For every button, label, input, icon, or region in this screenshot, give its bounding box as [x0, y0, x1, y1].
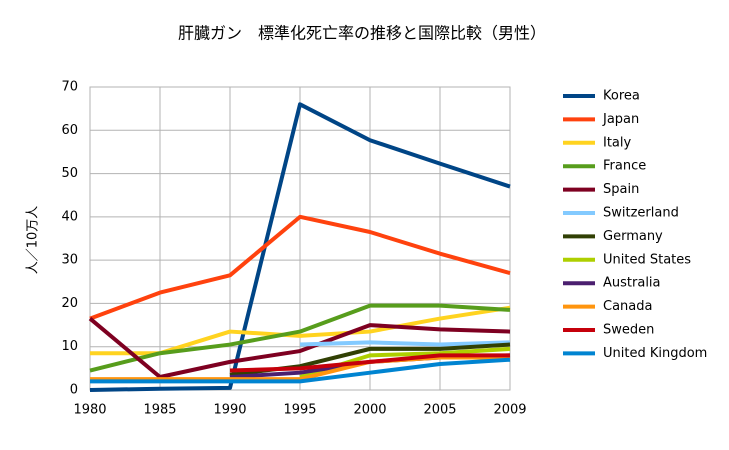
y-tick-label: 0 — [70, 383, 78, 398]
y-axis-label: 人／10万人 — [26, 206, 41, 275]
legend-label: United States — [603, 252, 691, 267]
series-line — [89, 303, 511, 373]
y-tick-label: 50 — [61, 166, 78, 181]
series-line — [90, 355, 510, 382]
legend-label: Japan — [602, 112, 639, 127]
legend-label: Australia — [603, 276, 661, 291]
legend-label: Spain — [603, 182, 639, 197]
series-line — [299, 340, 511, 347]
x-tick-label: 2000 — [353, 403, 386, 418]
legend-label: Canada — [603, 299, 652, 314]
legend-label: Korea — [603, 89, 640, 104]
legend-label: Italy — [603, 135, 632, 150]
plot-frame — [89, 86, 511, 391]
series-line — [229, 353, 510, 373]
series-line — [90, 357, 511, 384]
legend-label: France — [603, 159, 646, 174]
x-tick-label: 1995 — [283, 403, 316, 418]
legend-label: Sweden — [603, 323, 654, 338]
legend-label: Switzerland — [603, 206, 679, 221]
chart-title: 肝臓ガン 標準化死亡率の推移と国際比較（男性） — [178, 24, 546, 43]
y-tick-label: 60 — [61, 123, 78, 138]
x-tick-label: 2005 — [423, 403, 456, 418]
x-tick-label: 1980 — [73, 403, 106, 418]
y-tick-label: 30 — [61, 253, 78, 268]
x-tick-label: 1985 — [143, 403, 176, 418]
y-tick-label: 20 — [61, 296, 78, 311]
series-line — [89, 214, 511, 321]
legend-label: Germany — [603, 229, 663, 244]
y-tick-label: 10 — [61, 339, 78, 354]
legend-label: United Kingdom — [603, 346, 707, 361]
series-line — [88, 317, 511, 380]
y-tick-label: 40 — [61, 209, 78, 224]
series-line — [89, 102, 511, 392]
x-tick-label: 1990 — [213, 403, 246, 418]
y-tick-label: 70 — [61, 80, 78, 95]
x-tick-label: 2009 — [493, 403, 526, 418]
